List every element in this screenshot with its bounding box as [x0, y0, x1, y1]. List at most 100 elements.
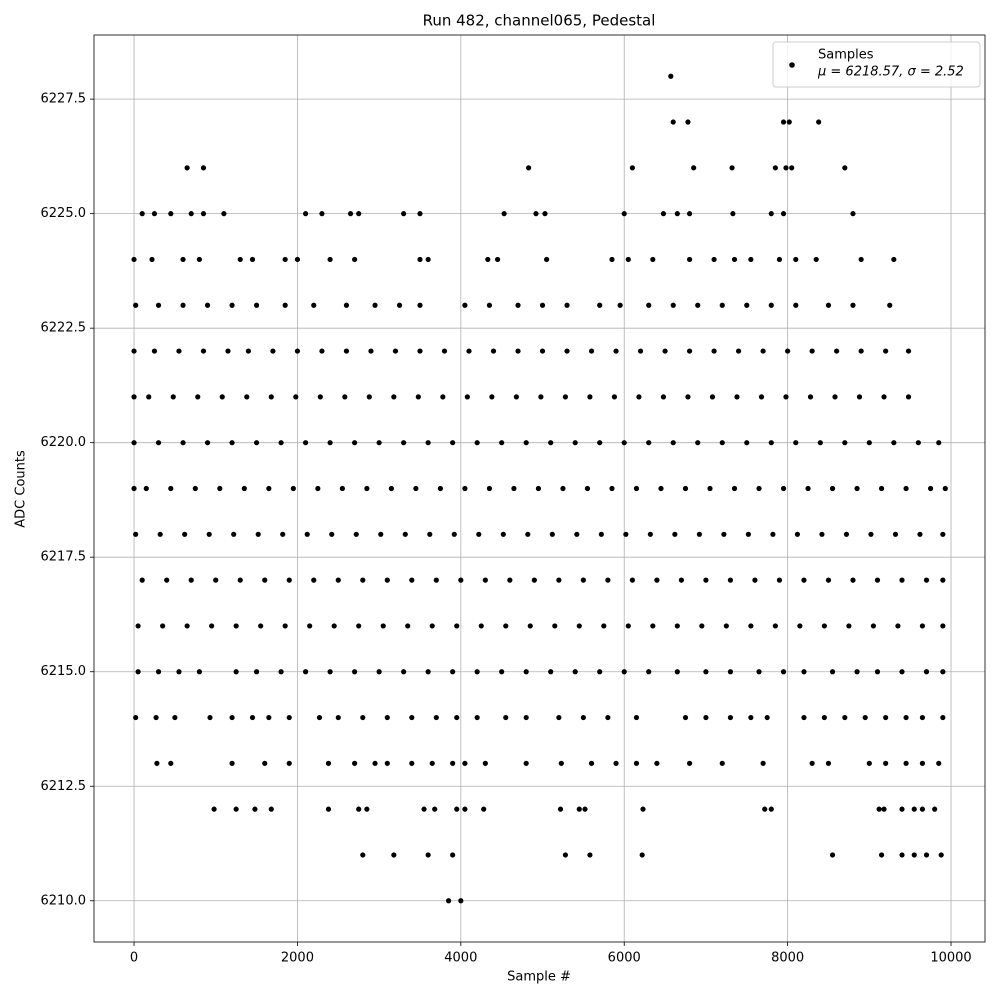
sample-point [206, 531, 212, 537]
sample-point [494, 256, 501, 263]
sample-point [433, 577, 439, 583]
sample-point [556, 714, 562, 721]
sample-point [195, 394, 201, 400]
sample-point [266, 714, 272, 721]
sample-point [143, 485, 149, 492]
sample-point [335, 577, 341, 583]
sample-point [658, 485, 664, 492]
sample-point [474, 714, 480, 721]
sample-point [940, 714, 946, 721]
sample-point [421, 806, 427, 812]
sample-point [133, 302, 139, 308]
sample-point [801, 577, 807, 583]
sample-point [237, 256, 243, 263]
sample-point [200, 165, 207, 171]
sample-point [899, 577, 905, 583]
sample-point [572, 440, 578, 446]
sample-point [490, 348, 497, 354]
sample-point [588, 760, 595, 766]
sample-point [391, 394, 397, 400]
sample-point [413, 485, 419, 492]
sample-point [881, 394, 887, 400]
sample-point [780, 119, 787, 125]
sample-point [253, 440, 260, 446]
sample-point [451, 531, 457, 537]
sample-point [905, 394, 912, 400]
sample-point [482, 760, 488, 766]
sample-point [302, 440, 309, 446]
sample-point [719, 440, 725, 446]
sample-point [919, 806, 926, 812]
sample-point [133, 531, 139, 537]
sample-point [721, 531, 727, 537]
sample-point [613, 760, 619, 766]
sample-point [266, 485, 272, 492]
sample-point [562, 852, 568, 858]
sample-point [352, 760, 358, 766]
sample-point [915, 440, 921, 446]
sample-point [450, 852, 456, 858]
sample-point [686, 348, 693, 354]
sample-point [204, 302, 211, 308]
x-tick-label: 0 [130, 951, 138, 966]
sample-point [290, 485, 296, 492]
sample-point [940, 577, 946, 583]
sample-point [219, 394, 225, 400]
sample-point [878, 485, 885, 492]
sample-point [647, 531, 653, 537]
sample-point [352, 440, 358, 446]
sample-point [450, 669, 456, 675]
sample-point [278, 669, 284, 675]
sample-point [819, 531, 825, 537]
sample-point [542, 211, 548, 217]
sample-point [780, 211, 787, 217]
sample-point [366, 394, 372, 400]
sample-point [758, 394, 765, 400]
sample-point [727, 577, 734, 583]
sample-point [139, 211, 145, 217]
sample-point [842, 714, 848, 721]
sample-point [280, 531, 286, 537]
sample-point [401, 669, 407, 675]
sample-point [188, 577, 194, 583]
sample-point [176, 669, 182, 675]
sample-point [380, 623, 386, 629]
sample-point [372, 760, 378, 766]
sample-point [325, 760, 332, 766]
sample-point [919, 714, 926, 721]
sample-point [233, 669, 239, 675]
sample-point [425, 669, 431, 675]
sample-point [646, 440, 652, 446]
sample-point [286, 714, 292, 721]
sample-point [562, 394, 568, 400]
sample-point [748, 623, 754, 629]
sample-point [587, 394, 593, 400]
sample-point [160, 623, 166, 629]
sample-point [621, 211, 627, 217]
sample-point [425, 256, 431, 263]
sample-point [825, 760, 832, 766]
sample-point [217, 485, 223, 492]
sample-point [533, 211, 539, 217]
sample-point [549, 531, 555, 537]
sample-point [474, 440, 480, 446]
sample-point [531, 577, 537, 583]
sample-point [221, 211, 227, 217]
sample-point [770, 531, 776, 537]
sample-point [613, 348, 619, 354]
sample-point [748, 714, 754, 721]
sample-point [821, 623, 827, 629]
sample-point [481, 806, 487, 812]
sample-point [401, 440, 407, 446]
sample-point [597, 440, 603, 446]
sample-point [155, 440, 162, 446]
sample-point [184, 623, 190, 629]
sample-point [409, 577, 415, 583]
sample-point [942, 485, 948, 492]
sample-point [780, 669, 787, 675]
sample-point [458, 898, 464, 904]
plot-frame [93, 34, 986, 943]
sample-point [425, 852, 431, 858]
sample-point [633, 485, 640, 492]
sample-point [513, 394, 519, 400]
